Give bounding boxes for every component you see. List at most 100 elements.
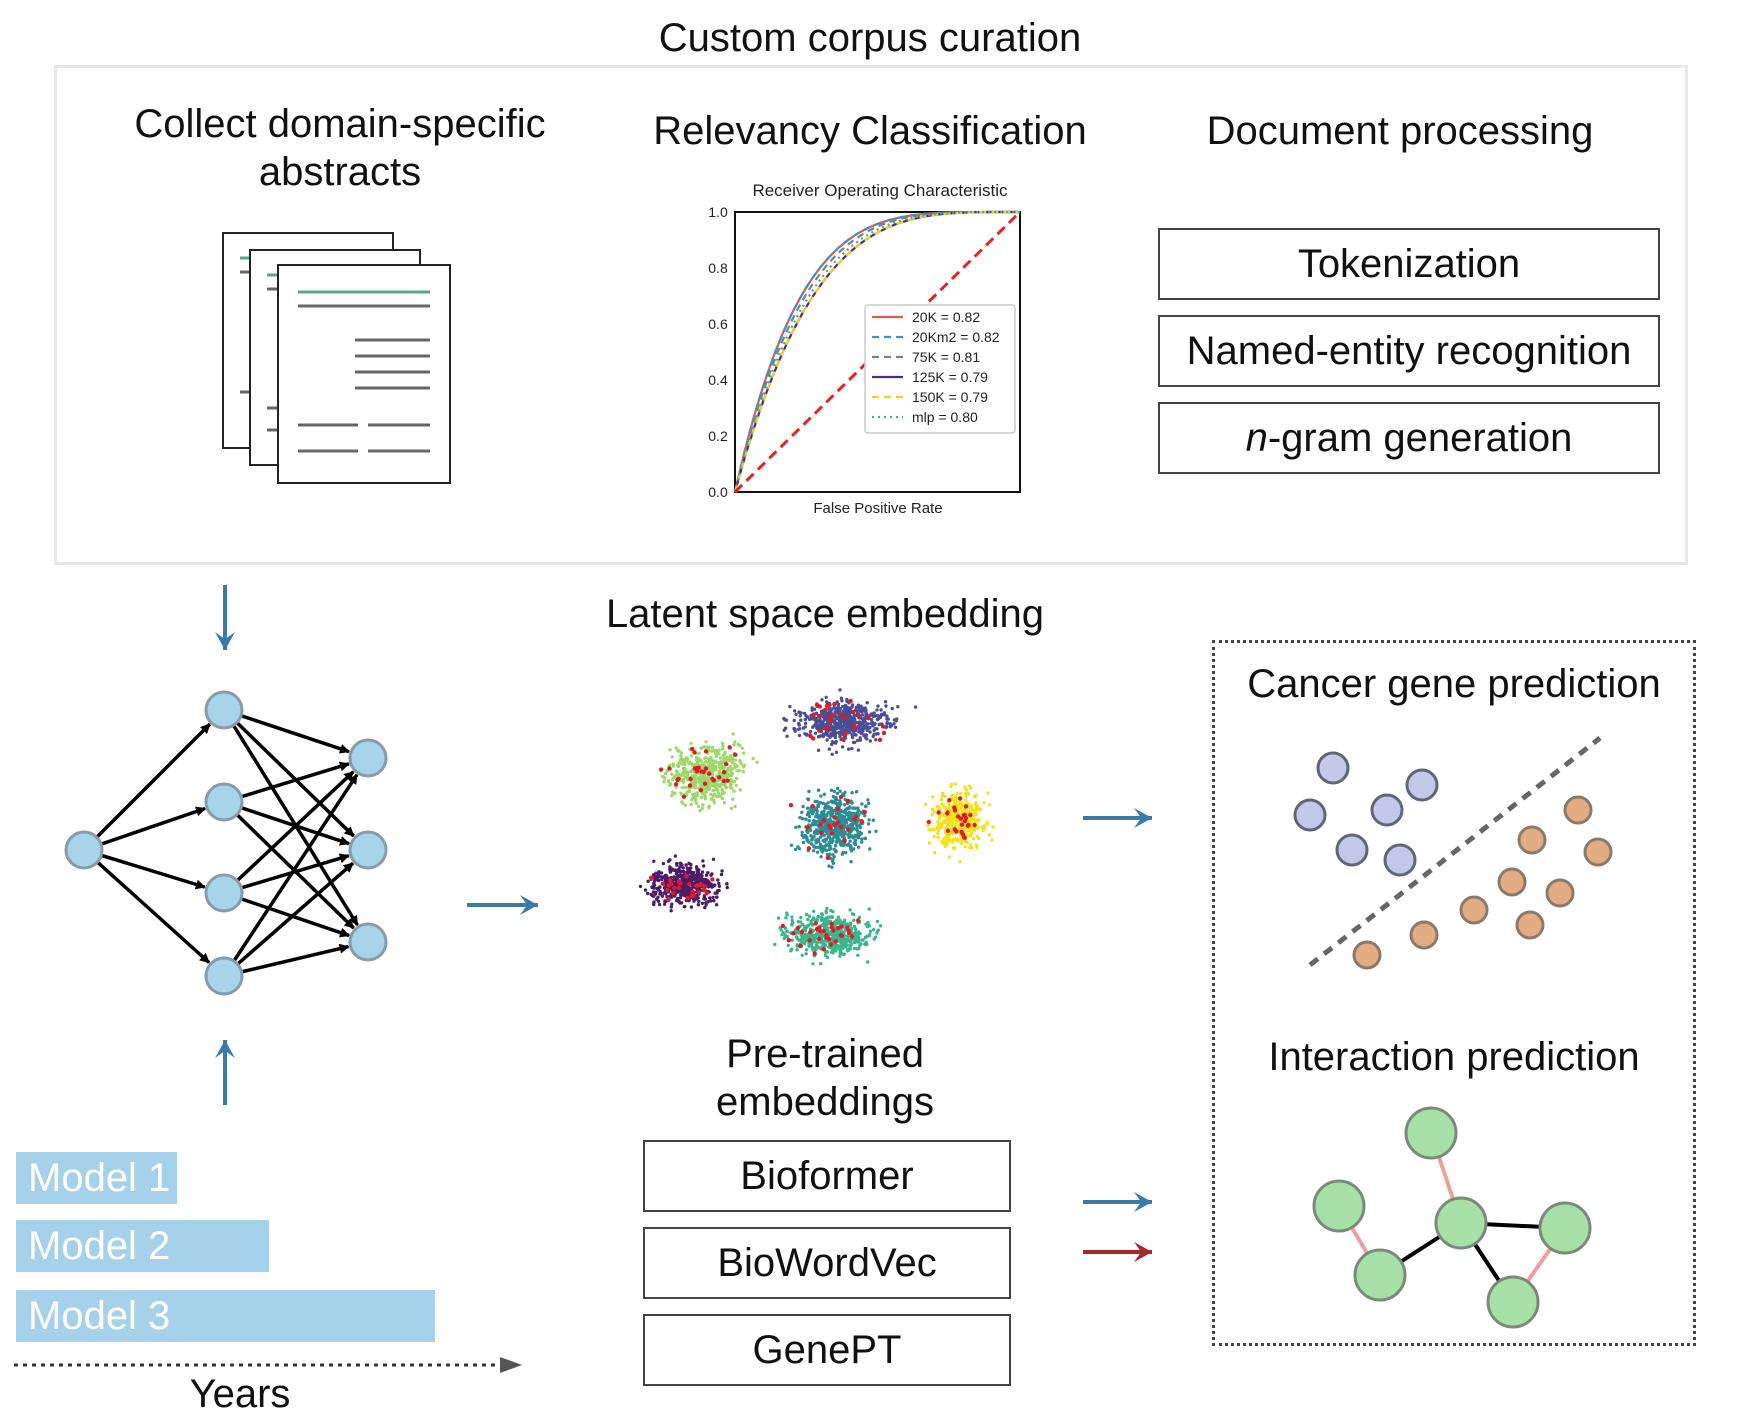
roc-y-tick-label: 0.8 — [708, 260, 728, 276]
network-node — [64, 830, 104, 870]
interaction-node — [1486, 1275, 1540, 1329]
tokenization-box: Tokenization — [1158, 228, 1660, 300]
network-node — [204, 782, 244, 822]
gene-node-positive — [1497, 867, 1527, 897]
roc-y-tick-label: 0.6 — [708, 316, 728, 332]
ngram-prefix: n — [1245, 415, 1268, 460]
arrow-pretrained-to-interaction-blue — [1083, 1192, 1152, 1212]
network-edge — [240, 897, 351, 938]
network-node — [348, 830, 388, 870]
ngram-label: -gram generation — [1267, 415, 1573, 460]
gene-node-positive — [1459, 895, 1489, 925]
roc-legend-label: 125K = 0.79 — [912, 369, 988, 385]
gene-node-negative — [1405, 768, 1439, 802]
predictions-frame — [1212, 640, 1696, 1346]
years-axis-arrowhead — [500, 1357, 522, 1373]
model-3-bar: Model 3 — [16, 1290, 435, 1342]
model-2-bar: Model 2 — [16, 1220, 269, 1272]
gene-node-positive — [1517, 825, 1547, 855]
network-edge — [96, 860, 211, 964]
years-axis — [14, 1357, 522, 1373]
gene-node-negative — [1383, 843, 1417, 877]
embedding-cluster-3 — [924, 782, 995, 864]
arrow-up-to-network — [215, 1040, 235, 1105]
gene-node-positive — [1545, 878, 1575, 908]
cancer-prediction-title: Cancer gene prediction — [1247, 662, 1661, 706]
collect-title-line2: abstracts — [258, 150, 422, 194]
years-label: Years — [189, 1372, 291, 1416]
network-edge — [240, 714, 350, 754]
ner-box: Named-entity recognition — [1158, 315, 1660, 387]
gene-node-negative — [1293, 798, 1327, 832]
interaction-node — [1353, 1248, 1407, 1302]
roc-legend-label: 20Km2 = 0.82 — [912, 329, 1000, 345]
bioformer-box: Bioformer — [643, 1140, 1011, 1212]
gene-node-negative — [1335, 833, 1369, 867]
ngram-box: n-gram generation — [1158, 402, 1660, 474]
embedding-cluster-4 — [789, 786, 878, 869]
embedding-highlight-points — [649, 698, 977, 956]
document-page-front — [277, 264, 451, 484]
interaction-node — [1538, 1201, 1592, 1255]
arrow-pretrained-to-interaction-red — [1083, 1242, 1152, 1262]
gene-node-negative — [1370, 793, 1404, 827]
network-edge — [95, 722, 212, 839]
embedding-scatter-plot — [638, 688, 995, 966]
network-edge — [100, 806, 207, 846]
interaction-node — [1312, 1179, 1366, 1233]
biowordvec-box: BioWordVec — [643, 1227, 1011, 1299]
genept-box: GenePT — [643, 1314, 1011, 1386]
embedding-title: Latent space embedding — [605, 592, 1045, 636]
gene-node-negative — [1316, 751, 1350, 785]
collect-title: Collect domain-specific abstracts — [90, 100, 590, 196]
network-edge — [240, 853, 350, 890]
roc-x-axis-label: False Positive Rate — [813, 500, 942, 517]
documents-icon — [222, 232, 451, 484]
network-edge — [100, 853, 206, 890]
interaction-node — [1434, 1196, 1488, 1250]
roc-legend-label: 150K = 0.79 — [912, 389, 988, 405]
curation-frame — [54, 65, 1688, 565]
roc-chart-title: Receiver Operating Characteristic — [752, 181, 1008, 200]
roc-y-tick-label: 0.4 — [708, 372, 728, 388]
roc-chart: Receiver Operating Characteristic 0.0 0.2… — [708, 181, 1022, 517]
gene-node-positive — [1563, 795, 1593, 825]
decision-boundary-line — [1308, 736, 1602, 967]
collect-title-line1: Collect domain-specific — [134, 102, 546, 146]
network-node — [204, 690, 244, 730]
roc-y-tick-label: 0.0 — [708, 484, 728, 500]
gene-node-positive — [1515, 910, 1545, 940]
processing-title: Document processing — [1206, 109, 1594, 153]
network-edge — [241, 943, 350, 974]
roc-y-tick-label: 1.0 — [708, 204, 728, 220]
roc-legend-label: 20K = 0.82 — [912, 309, 980, 325]
pretrained-title-line2: embeddings — [716, 1080, 934, 1124]
interaction-node — [1404, 1106, 1458, 1160]
curation-title: Custom corpus curation — [658, 16, 1082, 60]
network-edge — [240, 761, 350, 799]
network-node — [204, 956, 244, 996]
roc-curve-2 — [733, 210, 1020, 493]
gene-node-positive — [1409, 920, 1439, 950]
model-1-bar: Model 1 — [16, 1152, 177, 1204]
roc-curve-4 — [733, 210, 1020, 493]
arrow-network-to-embedding — [467, 895, 538, 915]
gene-node-positive — [1352, 940, 1382, 970]
roc-legend-label: mlp = 0.80 — [912, 409, 978, 425]
network-edge — [235, 770, 355, 882]
arrow-embedding-to-cancer — [1083, 808, 1152, 828]
interaction-prediction-title: Interaction prediction — [1268, 1035, 1640, 1079]
pretrained-title: Pre-trained embeddings — [575, 1030, 1075, 1126]
roc-curve-5 — [733, 210, 1020, 493]
gene-node-positive — [1583, 837, 1613, 867]
roc-legend-label: 75K = 0.81 — [912, 349, 980, 365]
roc-y-tick-label: 0.2 — [708, 428, 728, 444]
network-edge — [232, 773, 359, 962]
network-node — [204, 873, 244, 913]
embedding-cluster-2 — [782, 688, 918, 756]
network-node — [348, 922, 388, 962]
